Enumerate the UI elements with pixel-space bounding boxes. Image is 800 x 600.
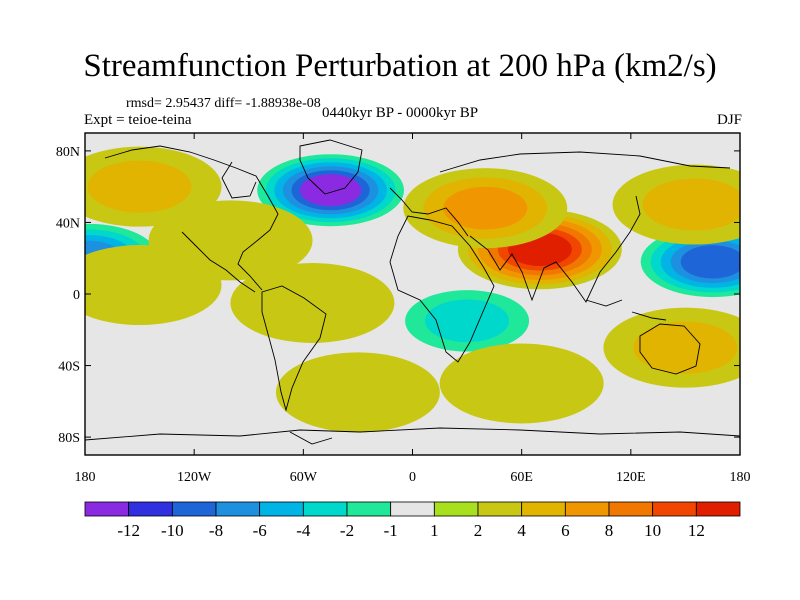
anomaly-band xyxy=(300,174,362,207)
lon-tick-label: 120E xyxy=(616,470,646,485)
longitude-axis: 180 120W 60W 0 60E 120E 180 xyxy=(75,133,751,485)
coastlines xyxy=(85,139,740,445)
colorbar-label: -4 xyxy=(296,521,311,540)
colorbar-swatch xyxy=(302,501,348,517)
anomaly-band xyxy=(148,200,313,281)
colorbar-swatch xyxy=(521,501,566,517)
stats-text: rmsd= 2.95437 diff= -1.88938e-08 xyxy=(126,96,321,111)
colorbar-swatch xyxy=(171,501,217,517)
colorbar-label: 6 xyxy=(561,521,570,540)
anomaly-band xyxy=(642,178,740,231)
plot-title: Streamfunction Perturbation at 200 hPa (… xyxy=(83,48,717,84)
lat-tick-label: 80N xyxy=(56,145,80,160)
lon-tick-label: 180 xyxy=(75,470,96,485)
anomaly-band xyxy=(275,352,440,433)
colorbar-swatch xyxy=(477,501,523,517)
colorbar-label: -6 xyxy=(253,521,267,540)
anomaly-band xyxy=(230,262,395,343)
colorbar-swatch xyxy=(215,501,261,517)
anomaly-band xyxy=(439,343,604,424)
lat-tick-label: 80S xyxy=(58,431,80,446)
colorbar-label: 12 xyxy=(688,521,705,540)
season-label: DJF xyxy=(716,112,742,128)
lat-tick-label: 40S xyxy=(58,360,80,375)
colorbar-label: -1 xyxy=(384,521,398,540)
colorbar-label: -12 xyxy=(117,521,140,540)
colorbar-swatch xyxy=(128,501,173,517)
anomaly-band xyxy=(633,321,738,374)
colorbar-label: -2 xyxy=(340,521,354,540)
colorbar-label: 1 xyxy=(430,521,439,540)
lon-tick-label: 180 xyxy=(730,470,751,485)
colorbar-label: -8 xyxy=(209,521,223,540)
anomaly-field xyxy=(85,146,740,433)
anomaly-band xyxy=(425,299,510,343)
colorbar-label: 8 xyxy=(605,521,614,540)
latitude-axis: 80N 40N 0 40S 80S xyxy=(56,145,740,446)
colorbar-swatch xyxy=(695,501,741,517)
colorbar-label: 2 xyxy=(474,521,483,540)
colorbar-label: 4 xyxy=(517,521,526,540)
lat-tick-label: 0 xyxy=(73,288,80,303)
colorbar-swatch xyxy=(608,501,654,517)
lon-tick-label: 0 xyxy=(409,470,416,485)
lon-tick-label: 60E xyxy=(510,470,533,485)
colorbar-label: -10 xyxy=(161,521,184,540)
colorbar-label: 10 xyxy=(644,521,661,540)
anomaly-band xyxy=(680,245,740,279)
colorbar-swatch xyxy=(652,501,697,517)
anomaly-band xyxy=(87,160,192,213)
experiment-label: Expt = teioe-teina xyxy=(84,112,192,128)
lon-tick-label: 60W xyxy=(290,470,318,485)
lat-tick-label: 40N xyxy=(56,216,80,231)
colorbar: -12 -10 -8 -6 -4 -2 -1 1 2 4 6 8 10 12 xyxy=(84,501,741,540)
colorbar-swatch xyxy=(259,501,304,517)
colorbar-swatch xyxy=(390,501,435,517)
colorbar-swatch xyxy=(433,501,479,517)
colorbar-swatch xyxy=(84,501,130,517)
period-label: 0440kyr BP - 0000kyr BP xyxy=(322,105,479,121)
colorbar-swatch xyxy=(346,501,392,517)
anomaly-band xyxy=(443,186,528,230)
lon-tick-label: 120W xyxy=(177,470,212,485)
colorbar-swatch xyxy=(564,501,610,517)
